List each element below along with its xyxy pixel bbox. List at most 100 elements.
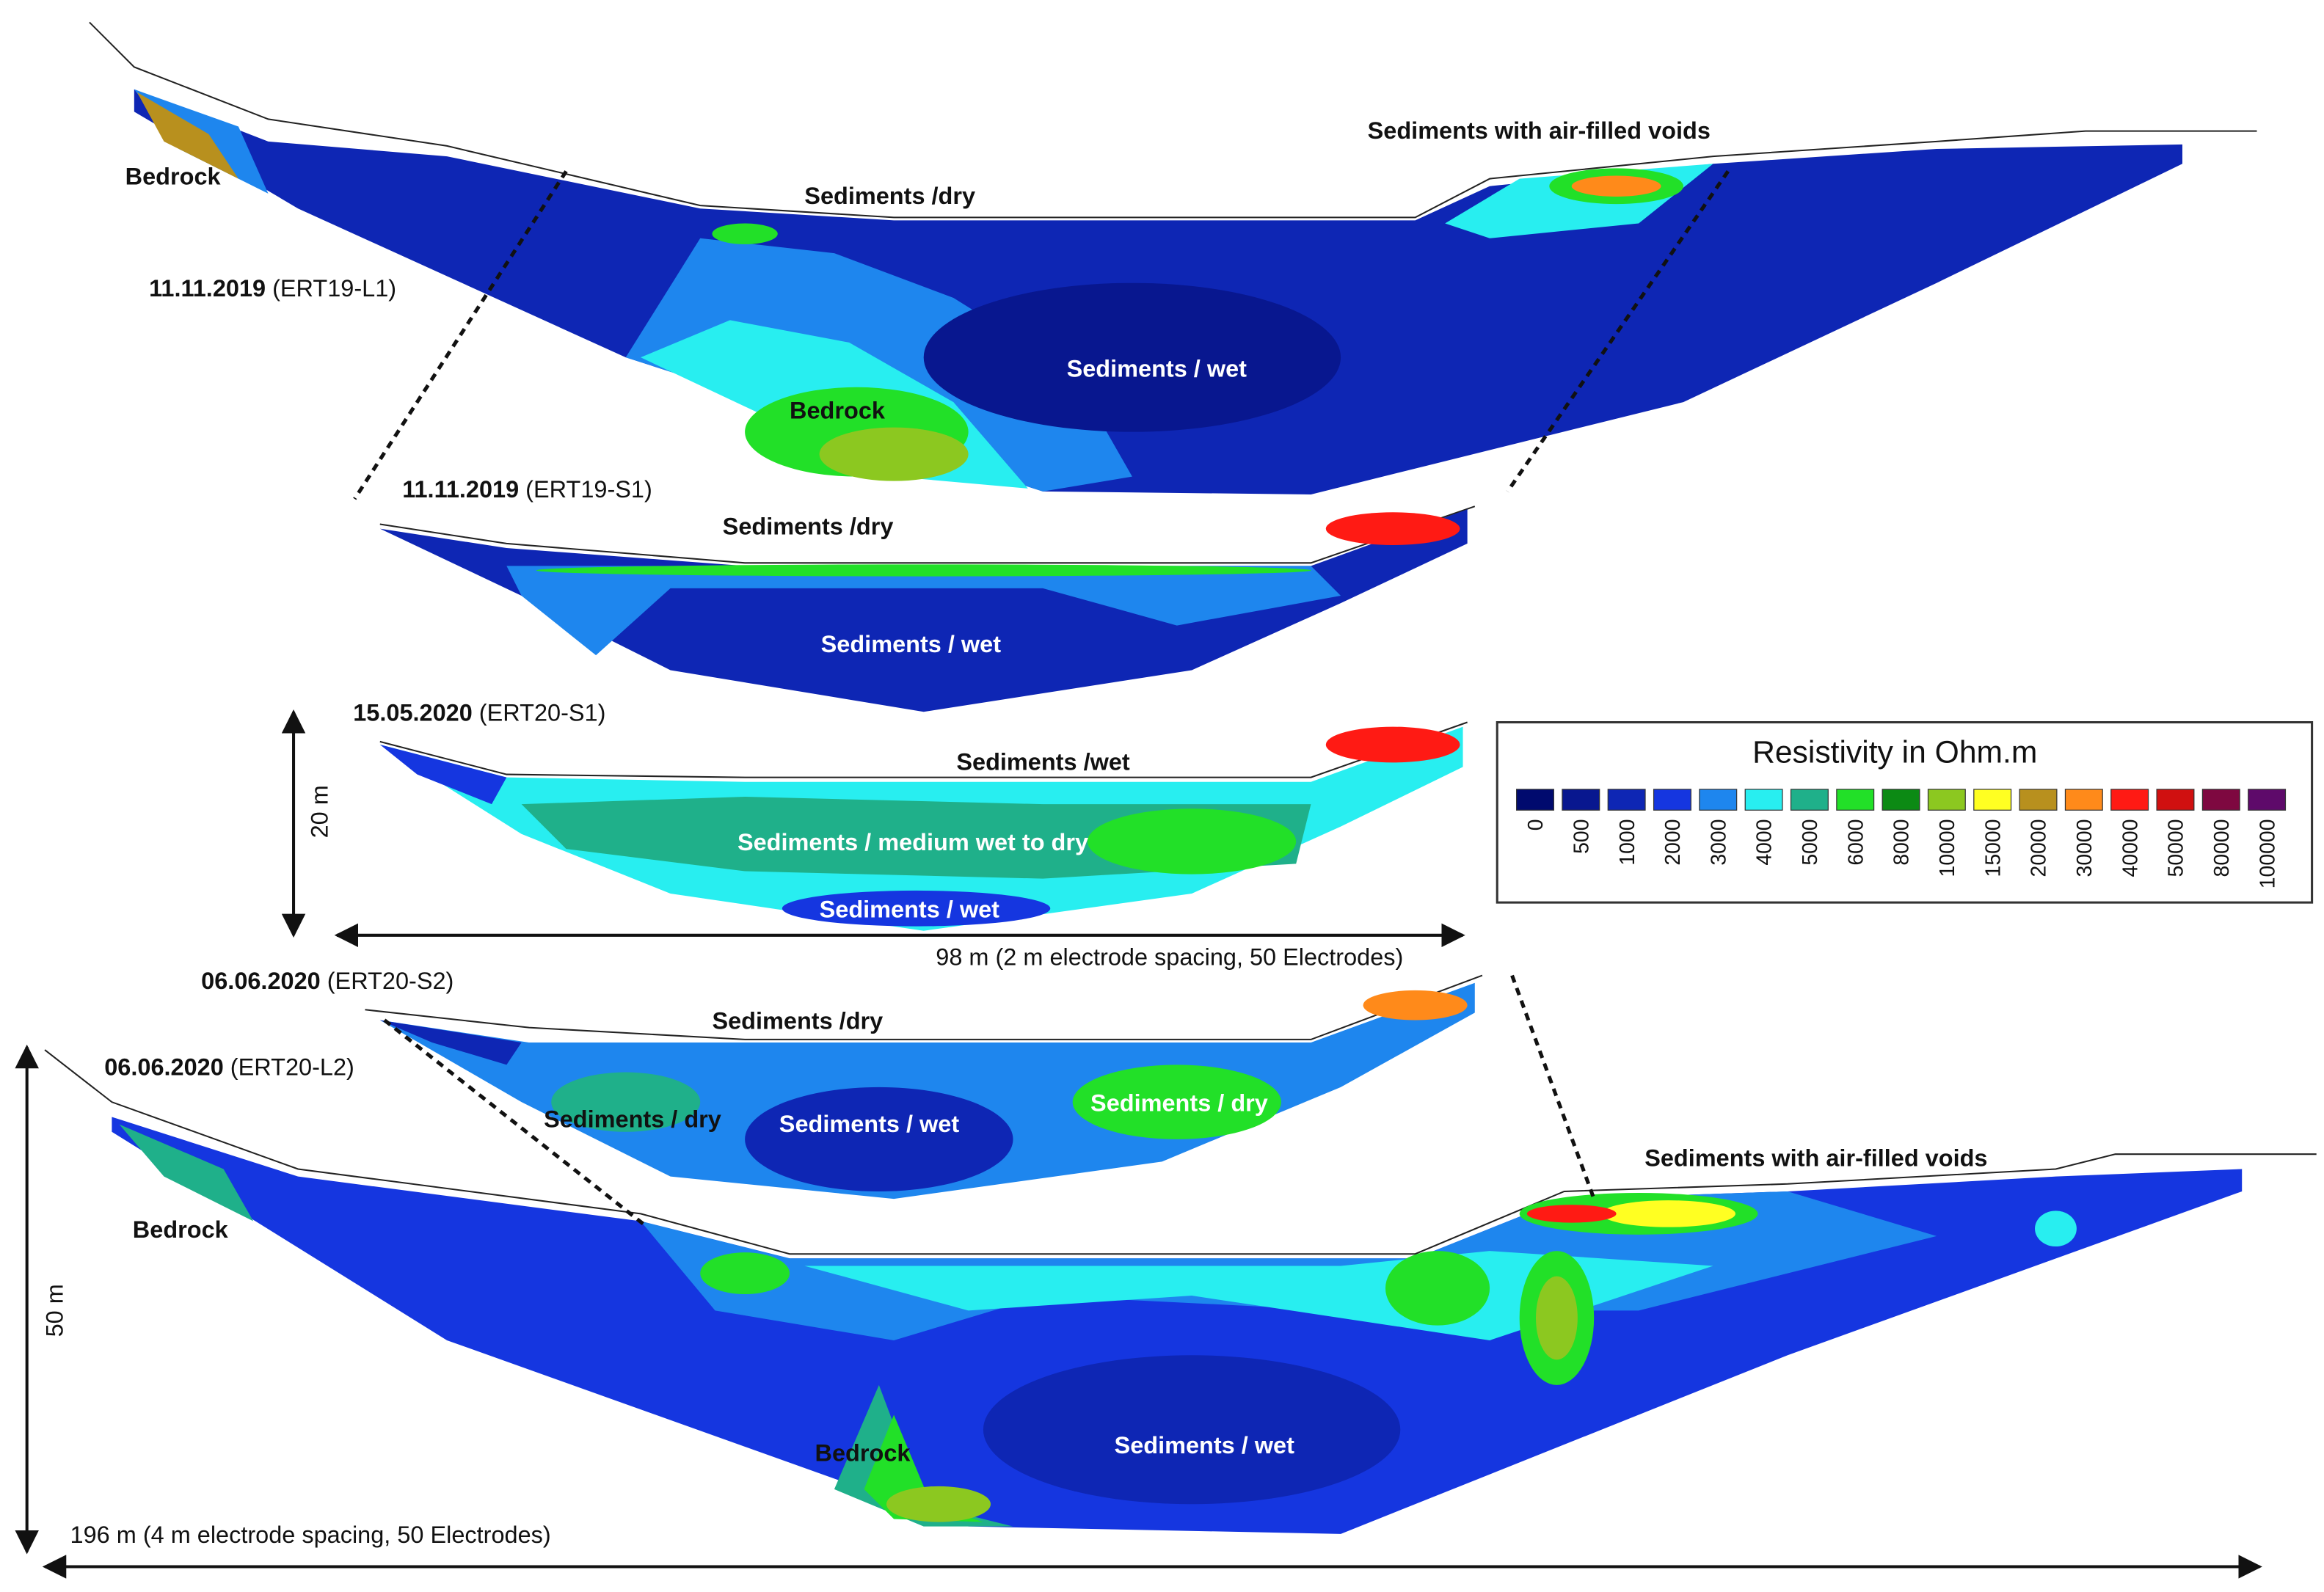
- legend-swatch: [1882, 789, 1920, 811]
- legend-label: 3000: [1707, 819, 1730, 865]
- legend-label: 80000: [2210, 819, 2234, 877]
- zone-label: Sediments /dry: [712, 1008, 883, 1034]
- zone: [1088, 808, 1297, 874]
- section: [379, 509, 1468, 712]
- zone-label: Sediments /wet: [956, 748, 1130, 775]
- zone-label: Sediments / wet: [820, 896, 1000, 922]
- zone: [886, 1486, 991, 1522]
- zone-label: Bedrock: [790, 397, 886, 423]
- zone: [536, 564, 1311, 577]
- zone-label: Sediments / wet: [1067, 356, 1247, 382]
- legend-label: 0: [1524, 819, 1548, 830]
- legend-swatch: [1790, 789, 1829, 811]
- zone-label: Sediments / medium wet to dry: [737, 829, 1088, 855]
- zone: [1571, 175, 1661, 197]
- zone: [379, 744, 507, 805]
- scale-label: 50 m: [41, 1284, 68, 1337]
- zone: [983, 1355, 1401, 1505]
- profile-id: (ERT19-L1): [272, 275, 396, 302]
- profile-id: (ERT20-L2): [230, 1054, 354, 1081]
- zone-label: Bedrock: [125, 164, 222, 190]
- zone: [119, 1124, 254, 1222]
- zone: [1526, 1205, 1617, 1223]
- legend-swatch: [1927, 789, 1966, 811]
- legend-label: 6000: [1844, 819, 1868, 865]
- zone: [2035, 1211, 2077, 1247]
- legend-swatch: [2064, 789, 2103, 811]
- zone-label: Bedrock: [815, 1439, 911, 1466]
- profile-title: 06.06.2020 (ERT20-S2): [201, 968, 453, 994]
- legend-swatch: [2019, 789, 2058, 811]
- legend-swatch: [1516, 789, 1554, 811]
- profile-title: 11.11.2019 (ERT19-L1): [149, 275, 396, 302]
- legend-label: 5000: [1799, 819, 1822, 865]
- zone-label: Sediments / wet: [1115, 1432, 1295, 1458]
- ground-surface: [365, 974, 1483, 1040]
- zone: [1385, 1251, 1490, 1326]
- profile-ert20-l2: [44, 1049, 2317, 1534]
- legend-label: 30000: [2073, 819, 2097, 877]
- zone: [506, 566, 1341, 656]
- zone: [782, 890, 1051, 927]
- zone-label: Sediments / wet: [779, 1111, 960, 1137]
- zone: [712, 223, 778, 244]
- legend-label: 4000: [1753, 819, 1777, 865]
- profile-id: (ERT20-S2): [327, 968, 454, 994]
- profile-ert19-s1: [379, 505, 1476, 712]
- zone: [379, 1020, 522, 1065]
- zone: [136, 92, 238, 179]
- zone: [1363, 990, 1468, 1020]
- legend-swatch: [1744, 789, 1783, 811]
- zone-label: Sediments /dry: [723, 514, 894, 540]
- legend-label: 2000: [1661, 819, 1685, 865]
- legend-swatch: [1973, 789, 2012, 811]
- legend-swatch: [1562, 789, 1600, 811]
- ground-surface: [379, 505, 1476, 564]
- zone-label: Sediments / dry: [1090, 1089, 1268, 1116]
- profile-id: (ERT20-S1): [479, 699, 606, 726]
- profile-date: 06.06.2020: [104, 1054, 224, 1081]
- legend-label: 100000: [2256, 819, 2279, 888]
- ground-surface: [44, 1049, 2317, 1255]
- zone-label: Sediments / wet: [821, 631, 1002, 657]
- profile-title: 15.05.2020 (ERT20-S1): [353, 699, 605, 726]
- profile-ert20-s1: [379, 721, 1468, 931]
- zone: [923, 282, 1341, 432]
- ground-surface: [89, 21, 2257, 219]
- zone: [1325, 726, 1460, 763]
- zone: [700, 1252, 790, 1295]
- profile-title: 11.11.2019 (ERT19-S1): [402, 476, 652, 503]
- zone-label: Sediments with air-filled voids: [1368, 117, 1711, 144]
- legend-swatch: [1699, 789, 1738, 811]
- legend-label: 40000: [2119, 819, 2142, 877]
- legend-label: 8000: [1890, 819, 1914, 865]
- profile-id: (ERT19-S1): [525, 476, 652, 503]
- legend-label: 50000: [2165, 819, 2188, 877]
- legend-swatch: [2201, 789, 2240, 811]
- profile-date: 06.06.2020: [201, 968, 321, 994]
- zone-label: Sediments with air-filled voids: [1644, 1144, 1987, 1171]
- legend-swatch: [2156, 789, 2195, 811]
- connector: [383, 1018, 645, 1226]
- connector: [353, 170, 568, 500]
- zone: [819, 427, 969, 481]
- legend-label: 10000: [1936, 819, 1959, 877]
- legend-swatch: [1836, 789, 1875, 811]
- zone: [1601, 1200, 1736, 1227]
- connector: [1510, 974, 1596, 1200]
- legend-frame: [1496, 720, 2314, 904]
- legend: Resistivity in Ohm.m 0 500 1000 2000 3000 400…: [1496, 720, 2314, 904]
- zone: [1325, 512, 1460, 545]
- zone-label: Sediments /dry: [804, 183, 975, 209]
- legend-swatch: [1607, 789, 1646, 811]
- scale-label: 196 m (4 m electrode spacing, 50 Electro…: [70, 1522, 551, 1548]
- legend-label: 1000: [1616, 819, 1639, 865]
- scale-label: 98 m (2 m electrode spacing, 50 Electrod…: [936, 943, 1403, 970]
- connector: [1506, 170, 1730, 493]
- profile-date: 11.11.2019: [402, 476, 519, 503]
- legend-label: 500: [1570, 819, 1593, 853]
- profile-date: 11.11.2019: [149, 275, 266, 302]
- scale-label: 20 m: [307, 785, 333, 838]
